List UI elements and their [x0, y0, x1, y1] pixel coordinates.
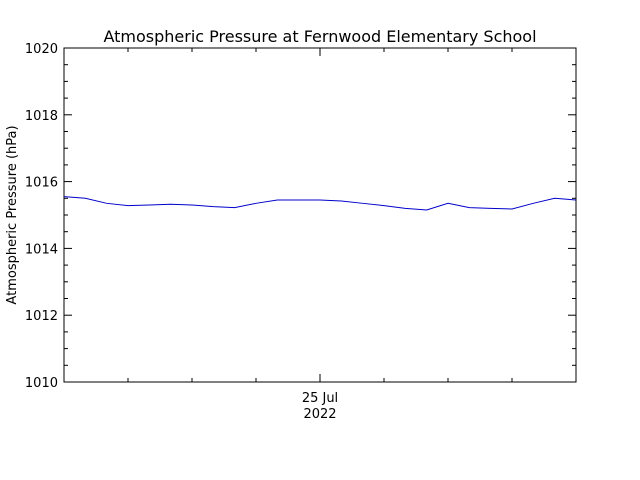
- y-axis-label: Atmospheric Pressure (hPa): [5, 125, 20, 304]
- y-tick-label: 1016: [25, 176, 58, 191]
- y-tick-label: 1012: [25, 309, 58, 324]
- pressure-series-line: [63, 196, 577, 211]
- y-tick-label: 1020: [25, 42, 58, 57]
- x-tick-label-year: 2022: [303, 407, 336, 422]
- y-tick-label: 1010: [25, 376, 58, 391]
- y-tick-label: 1014: [25, 242, 58, 257]
- y-axis: 1010 1012 1014 1016 1018 1020: [25, 42, 576, 391]
- y-tick-label: 1018: [25, 109, 58, 124]
- series-layer: [63, 196, 577, 211]
- x-tick-label-day: 25 Jul: [302, 391, 338, 406]
- chart-title: Atmospheric Pressure at Fernwood Element…: [103, 27, 536, 46]
